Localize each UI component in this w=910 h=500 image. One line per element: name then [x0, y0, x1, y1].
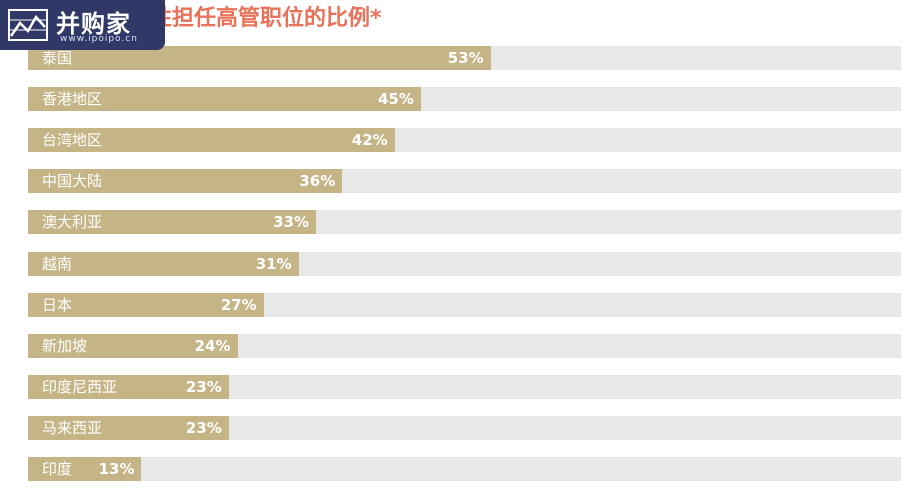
category-label: 马来西亚 [42, 418, 103, 437]
category-label: 印度尼西亚 [42, 377, 118, 396]
logo-name: 并购家 [56, 10, 131, 38]
bar-track: 澳大利亚 33% [28, 210, 901, 235]
value-label: 45% [377, 90, 414, 109]
bar-track: 印度尼西亚 23% [28, 374, 901, 399]
bar [28, 46, 491, 70]
value-label: 13% [98, 460, 135, 478]
bar-track: 香港地区 45% [28, 87, 901, 112]
bar-track: 越南 31% [28, 251, 901, 276]
bar-track: 印度 13% [28, 457, 901, 481]
category-label: 台湾地区 [42, 131, 103, 150]
bar [28, 210, 317, 235]
bar [28, 87, 421, 112]
category-label: 澳大利亚 [42, 213, 103, 232]
value-label: 33% [273, 213, 310, 232]
category-label: 新加坡 [42, 336, 88, 355]
bar [28, 292, 264, 317]
bar-track: 日本 27% [28, 292, 901, 317]
bar [28, 457, 142, 481]
value-label: 23% [185, 418, 222, 437]
bar [28, 333, 238, 358]
category-label: 泰国 [42, 49, 73, 67]
bar-track: 中国大陆 36% [28, 169, 901, 194]
bar-track: 台湾地区 42% [28, 128, 901, 153]
chart-logo-icon [8, 9, 48, 41]
bar-track: 新加坡 24% [28, 333, 901, 358]
bar [28, 415, 229, 440]
value-label: 27% [220, 295, 257, 314]
bar-track: 泰国 53% [28, 46, 901, 70]
value-label: 36% [299, 172, 336, 191]
category-label: 印度 [42, 460, 73, 478]
logo-url: www.ipoipo.cn [60, 34, 138, 44]
category-label: 日本 [42, 295, 73, 314]
bar [28, 128, 395, 153]
value-label: 31% [255, 254, 292, 273]
bar [28, 169, 343, 194]
category-label: 中国大陆 [42, 172, 103, 191]
bar [28, 251, 299, 276]
chart-title: 性担任高管职位的比例* [150, 6, 382, 31]
value-label: 24% [194, 336, 231, 355]
watermark-logo: 并购家 www.ipoipo.cn [0, 0, 165, 50]
category-label: 越南 [42, 254, 73, 273]
value-label: 23% [185, 377, 222, 396]
bar [28, 374, 229, 399]
value-label: 42% [351, 131, 388, 150]
value-label: 53% [447, 49, 484, 67]
category-label: 香港地区 [42, 90, 103, 109]
bar-track: 马来西亚 23% [28, 415, 901, 440]
